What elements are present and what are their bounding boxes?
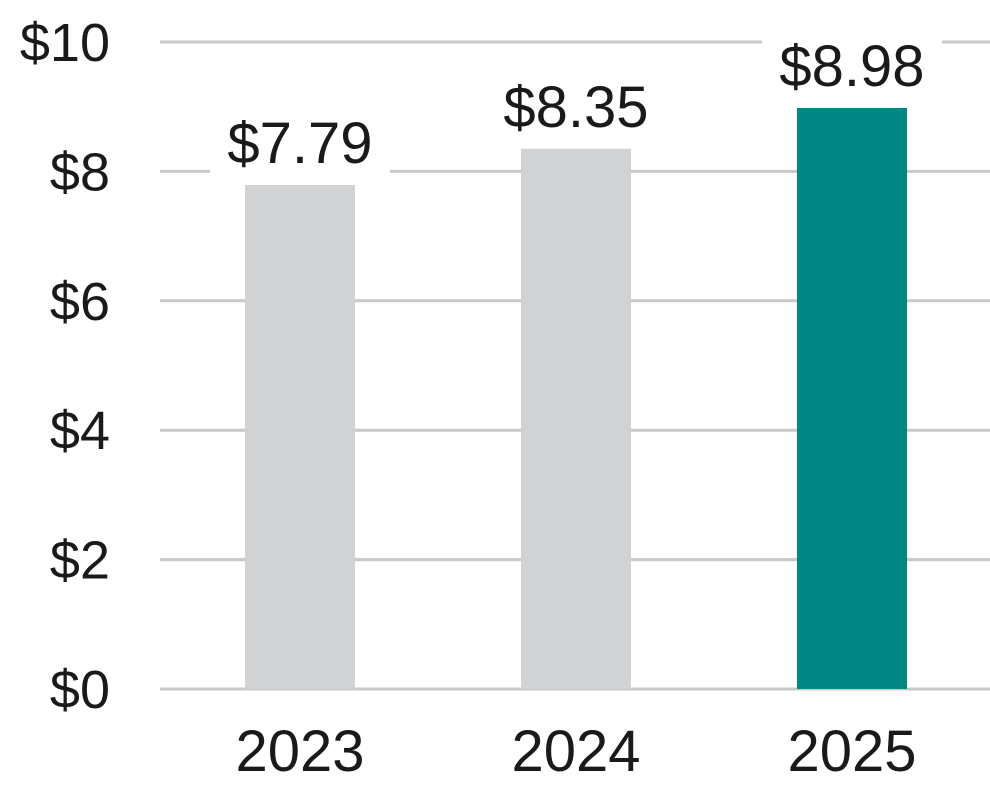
bar-2025: [797, 107, 907, 689]
y-axis-tick-labels: $0 $2 $4 $6 $8 $10: [20, 13, 110, 720]
data-label-background: [486, 74, 666, 137]
data-label-2025: $8.98: [779, 34, 924, 99]
x-tick-label-2024: 2024: [511, 719, 640, 784]
data-label-background: [210, 110, 390, 173]
x-tick-label-2025: 2025: [787, 719, 916, 784]
y-tick-label: $6: [50, 272, 110, 332]
x-axis-tick-labels: 2023 2024 2025: [235, 719, 916, 784]
bars: [245, 107, 907, 689]
y-tick-label: $8: [50, 142, 110, 202]
data-labels: $7.79 $8.35 $8.98: [210, 33, 942, 176]
y-tick-label: $4: [50, 401, 110, 461]
y-tick-label: $2: [50, 531, 110, 591]
data-label-2023: $7.79: [227, 111, 372, 176]
x-tick-label-2023: 2023: [235, 719, 364, 784]
y-tick-label: $10: [20, 13, 110, 73]
bar-2023: [245, 184, 355, 689]
data-label-background: [762, 33, 942, 96]
bar-2024: [521, 148, 631, 689]
data-label-2024: $8.35: [503, 75, 648, 140]
y-tick-label: $0: [50, 660, 110, 720]
